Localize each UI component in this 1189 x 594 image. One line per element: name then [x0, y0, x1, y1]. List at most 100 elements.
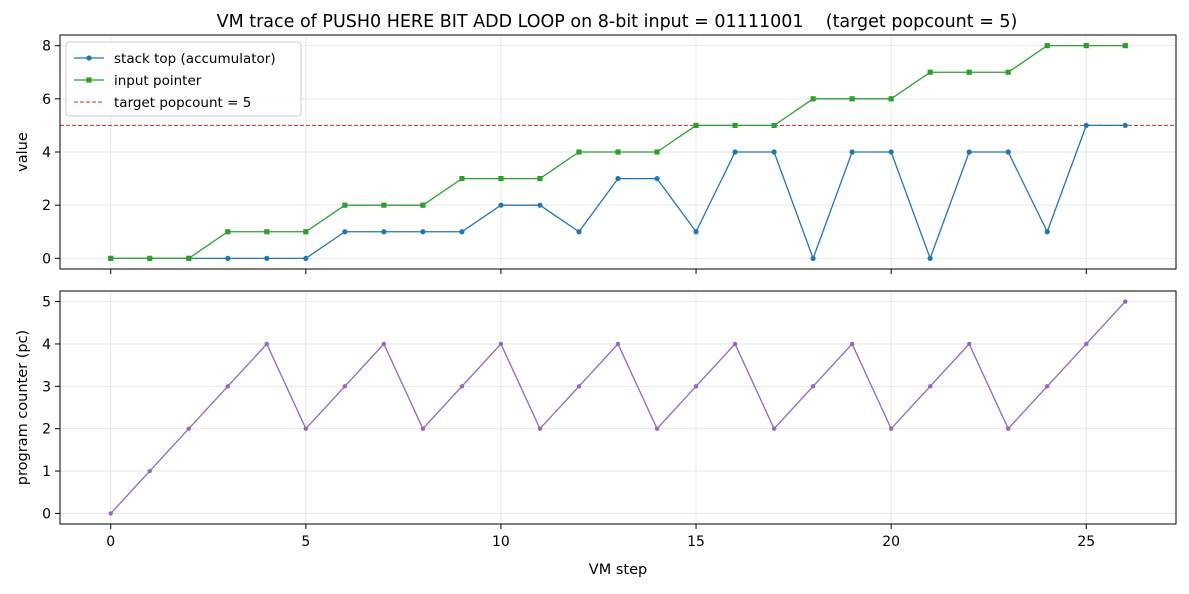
y-tick-label: 0: [42, 251, 51, 267]
data-point: [1044, 43, 1050, 49]
data-point: [498, 202, 504, 208]
data-point: [303, 426, 309, 431]
data-point: [1083, 43, 1089, 49]
data-point: [771, 426, 777, 431]
x-tick-label: 20: [882, 534, 900, 550]
data-point: [537, 426, 543, 431]
data-point: [732, 341, 738, 347]
data-point: [420, 202, 426, 208]
data-point: [108, 511, 113, 516]
data-point: [1045, 384, 1050, 389]
bottom-panel: 0 5 10 15 20 25 0 1 2 3 4 5 program counter (pc) VM s…: [15, 290, 1177, 578]
y-tick-label: 4: [42, 337, 51, 353]
top-panel: 0 2 4 6 8 value stack top (accumulator) input p…: [15, 34, 1177, 274]
data-point: [927, 69, 933, 75]
data-point: [966, 69, 972, 75]
data-point: [420, 426, 426, 431]
data-point: [498, 175, 504, 182]
data-point: [966, 341, 972, 347]
data-point: [147, 255, 153, 261]
data-point: [1083, 122, 1089, 129]
data-point: [576, 229, 582, 235]
data-point: [810, 96, 816, 102]
data-point: [1044, 229, 1050, 235]
data-point: [459, 175, 465, 182]
data-point: [810, 384, 816, 389]
legend: stack top (accumulator) input pointer targ…: [65, 41, 302, 117]
data-point: [1005, 149, 1011, 155]
legend-marker: [86, 77, 92, 83]
data-point: [264, 341, 270, 347]
y-tick-label: 2: [42, 198, 51, 214]
y-tick-label: 6: [42, 92, 51, 108]
data-point: [342, 229, 348, 235]
data-point: [225, 384, 230, 389]
data-point: [576, 384, 582, 389]
data-point: [693, 384, 699, 389]
series-line: [110, 301, 1126, 514]
data-point: [264, 255, 270, 261]
data-point: [927, 384, 933, 389]
data-point: [264, 229, 270, 235]
data-point: [654, 149, 660, 155]
x-tick-label: 0: [106, 534, 115, 550]
data-point: [381, 229, 387, 235]
series-line: [110, 124, 1126, 261]
data-point: [927, 255, 933, 261]
data-point: [732, 149, 738, 155]
y-tick-label: 1: [42, 464, 51, 480]
legend-marker: [86, 55, 92, 61]
data-point: [888, 149, 894, 155]
data-point: [1006, 426, 1011, 431]
data-point: [225, 229, 231, 235]
legend-label: input pointer: [114, 73, 202, 89]
y-tick-label: 5: [42, 295, 51, 311]
data-point: [537, 175, 543, 182]
data-point: [420, 229, 426, 235]
data-point: [576, 149, 582, 155]
data-point: [966, 149, 972, 155]
data-point: [1084, 341, 1089, 347]
data-point: [303, 229, 309, 235]
data-point: [693, 229, 699, 235]
data-point: [381, 341, 387, 347]
legend-label: target popcount = 5: [114, 95, 251, 111]
y-tick-label: 0: [42, 506, 51, 522]
data-point: [1005, 69, 1011, 75]
data-point: [459, 229, 465, 235]
data-point: [771, 149, 777, 155]
data-point: [888, 426, 894, 431]
data-point: [225, 255, 231, 261]
data-point: [654, 426, 660, 431]
y-tick-label: 8: [42, 39, 51, 55]
data-point: [615, 341, 621, 347]
y-tick-label: 3: [42, 379, 51, 395]
x-tick-label: 5: [301, 534, 310, 550]
data-point: [381, 202, 387, 208]
data-point: [147, 468, 152, 474]
data-point: [342, 202, 348, 208]
data-point: [654, 175, 660, 182]
legend-box: [65, 41, 302, 117]
data-point: [849, 149, 855, 155]
x-tick-label: 15: [687, 534, 705, 550]
data-point: [615, 149, 621, 155]
data-point: [1122, 122, 1128, 129]
data-point: [537, 202, 543, 208]
data-point: [342, 384, 348, 389]
data-point: [888, 96, 894, 102]
x-tick-label: 25: [1077, 534, 1095, 550]
data-point: [303, 255, 309, 261]
x-tick-label: 10: [492, 534, 510, 550]
data-point: [810, 255, 816, 261]
data-point: [186, 255, 192, 261]
data-point: [186, 426, 191, 431]
x-axis-label: VM step: [589, 562, 647, 578]
chart-title: VM trace of PUSH0 HERE BIT ADD LOOP on 8…: [217, 12, 1018, 32]
data-point: [849, 341, 855, 347]
data-point: [849, 96, 855, 102]
y-tick-label: 2: [42, 422, 51, 438]
data-point: [693, 122, 699, 129]
